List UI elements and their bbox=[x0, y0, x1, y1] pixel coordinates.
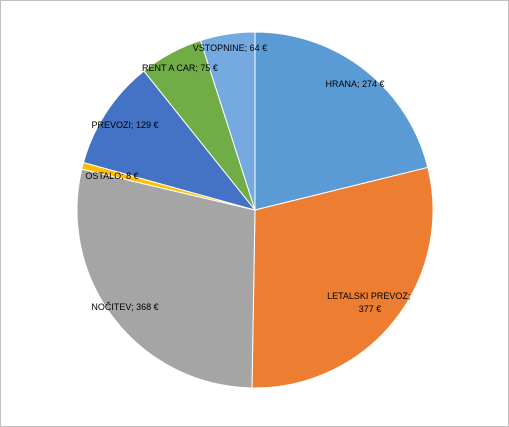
category-name: HRANA bbox=[325, 79, 357, 89]
value-label: 377 € bbox=[359, 304, 382, 314]
value-label: 64 € bbox=[250, 43, 268, 53]
data-label: RENT A CAR; 75 € bbox=[142, 63, 218, 73]
value-label: 274 € bbox=[362, 79, 385, 89]
data-label: OSTALO; 8 € bbox=[85, 171, 138, 181]
label-separator: ; bbox=[357, 79, 362, 89]
value-label: 129 € bbox=[136, 120, 159, 130]
category-name: RENT A CAR bbox=[142, 63, 196, 73]
data-label: NOČITEV; 368 € bbox=[91, 302, 158, 312]
data-label: PREVOZI; 129 € bbox=[91, 120, 158, 130]
label-separator: ; bbox=[131, 120, 136, 130]
label-separator: ; bbox=[245, 43, 250, 53]
data-label: VSTOPNINE; 64 € bbox=[193, 43, 267, 53]
value-label: 368 € bbox=[136, 302, 159, 312]
category-name: NOČITEV bbox=[91, 302, 131, 312]
category-name: OSTALO bbox=[85, 171, 121, 181]
pie-slice bbox=[82, 70, 257, 211]
pie-slice bbox=[199, 31, 256, 211]
value-label: 75 € bbox=[200, 63, 218, 73]
category-name: PREVOZI bbox=[91, 120, 131, 130]
label-separator: ; bbox=[195, 63, 200, 73]
pie-slice bbox=[254, 31, 429, 211]
label-separator: ; bbox=[408, 291, 413, 301]
category-name: LETALSKI PREVOZ bbox=[327, 291, 408, 301]
category-name: VSTOPNINE bbox=[193, 43, 245, 53]
label-separator: ; bbox=[121, 171, 126, 181]
data-label: LETALSKI PREVOZ; 377 € bbox=[327, 291, 413, 314]
label-separator: ; bbox=[131, 302, 136, 312]
pie-slice bbox=[251, 166, 434, 389]
value-label: 8 € bbox=[126, 171, 139, 181]
pie-slice bbox=[76, 168, 256, 389]
data-label: HRANA; 274 € bbox=[325, 79, 384, 89]
